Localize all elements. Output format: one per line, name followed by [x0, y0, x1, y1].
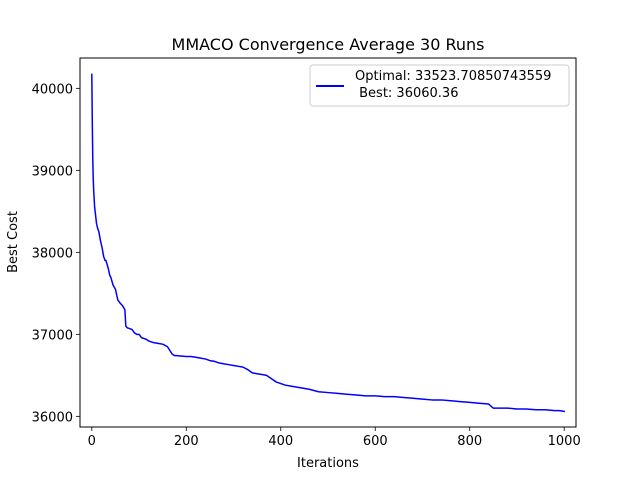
x-tick-label: 400	[268, 434, 293, 449]
y-axis: 36000 37000 38000 39000 40000	[32, 82, 80, 425]
series-line-0	[91, 73, 566, 413]
plot-area	[91, 73, 566, 413]
x-tick-label: 600	[363, 434, 388, 449]
y-tick-label: 38000	[32, 246, 73, 261]
y-tick-label: 36000	[32, 410, 73, 425]
axes-frame	[79, 57, 577, 428]
x-tick-label: 0	[88, 434, 96, 449]
legend-box	[309, 64, 570, 107]
y-tick-label: 37000	[32, 328, 73, 343]
x-tick-label: 800	[457, 434, 482, 449]
y-tick-label: 39000	[32, 164, 73, 179]
legend-line-1: Optimal: 33523.70850743559	[355, 69, 551, 84]
y-tick-label: 40000	[32, 82, 73, 97]
chart-title: MMACO Convergence Average 30 Runs	[172, 35, 485, 54]
legend: Optimal: 33523.70850743559 Best: 36060.3…	[309, 64, 570, 107]
x-tick-label: 1000	[548, 434, 581, 449]
x-axis-label: Iterations	[297, 456, 359, 471]
x-axis: 0 200 400 600 800 1000	[88, 427, 581, 449]
y-axis-label: Best Cost	[6, 211, 21, 273]
x-tick-label: 200	[174, 434, 199, 449]
legend-line-2: Best: 36060.36	[355, 86, 458, 101]
